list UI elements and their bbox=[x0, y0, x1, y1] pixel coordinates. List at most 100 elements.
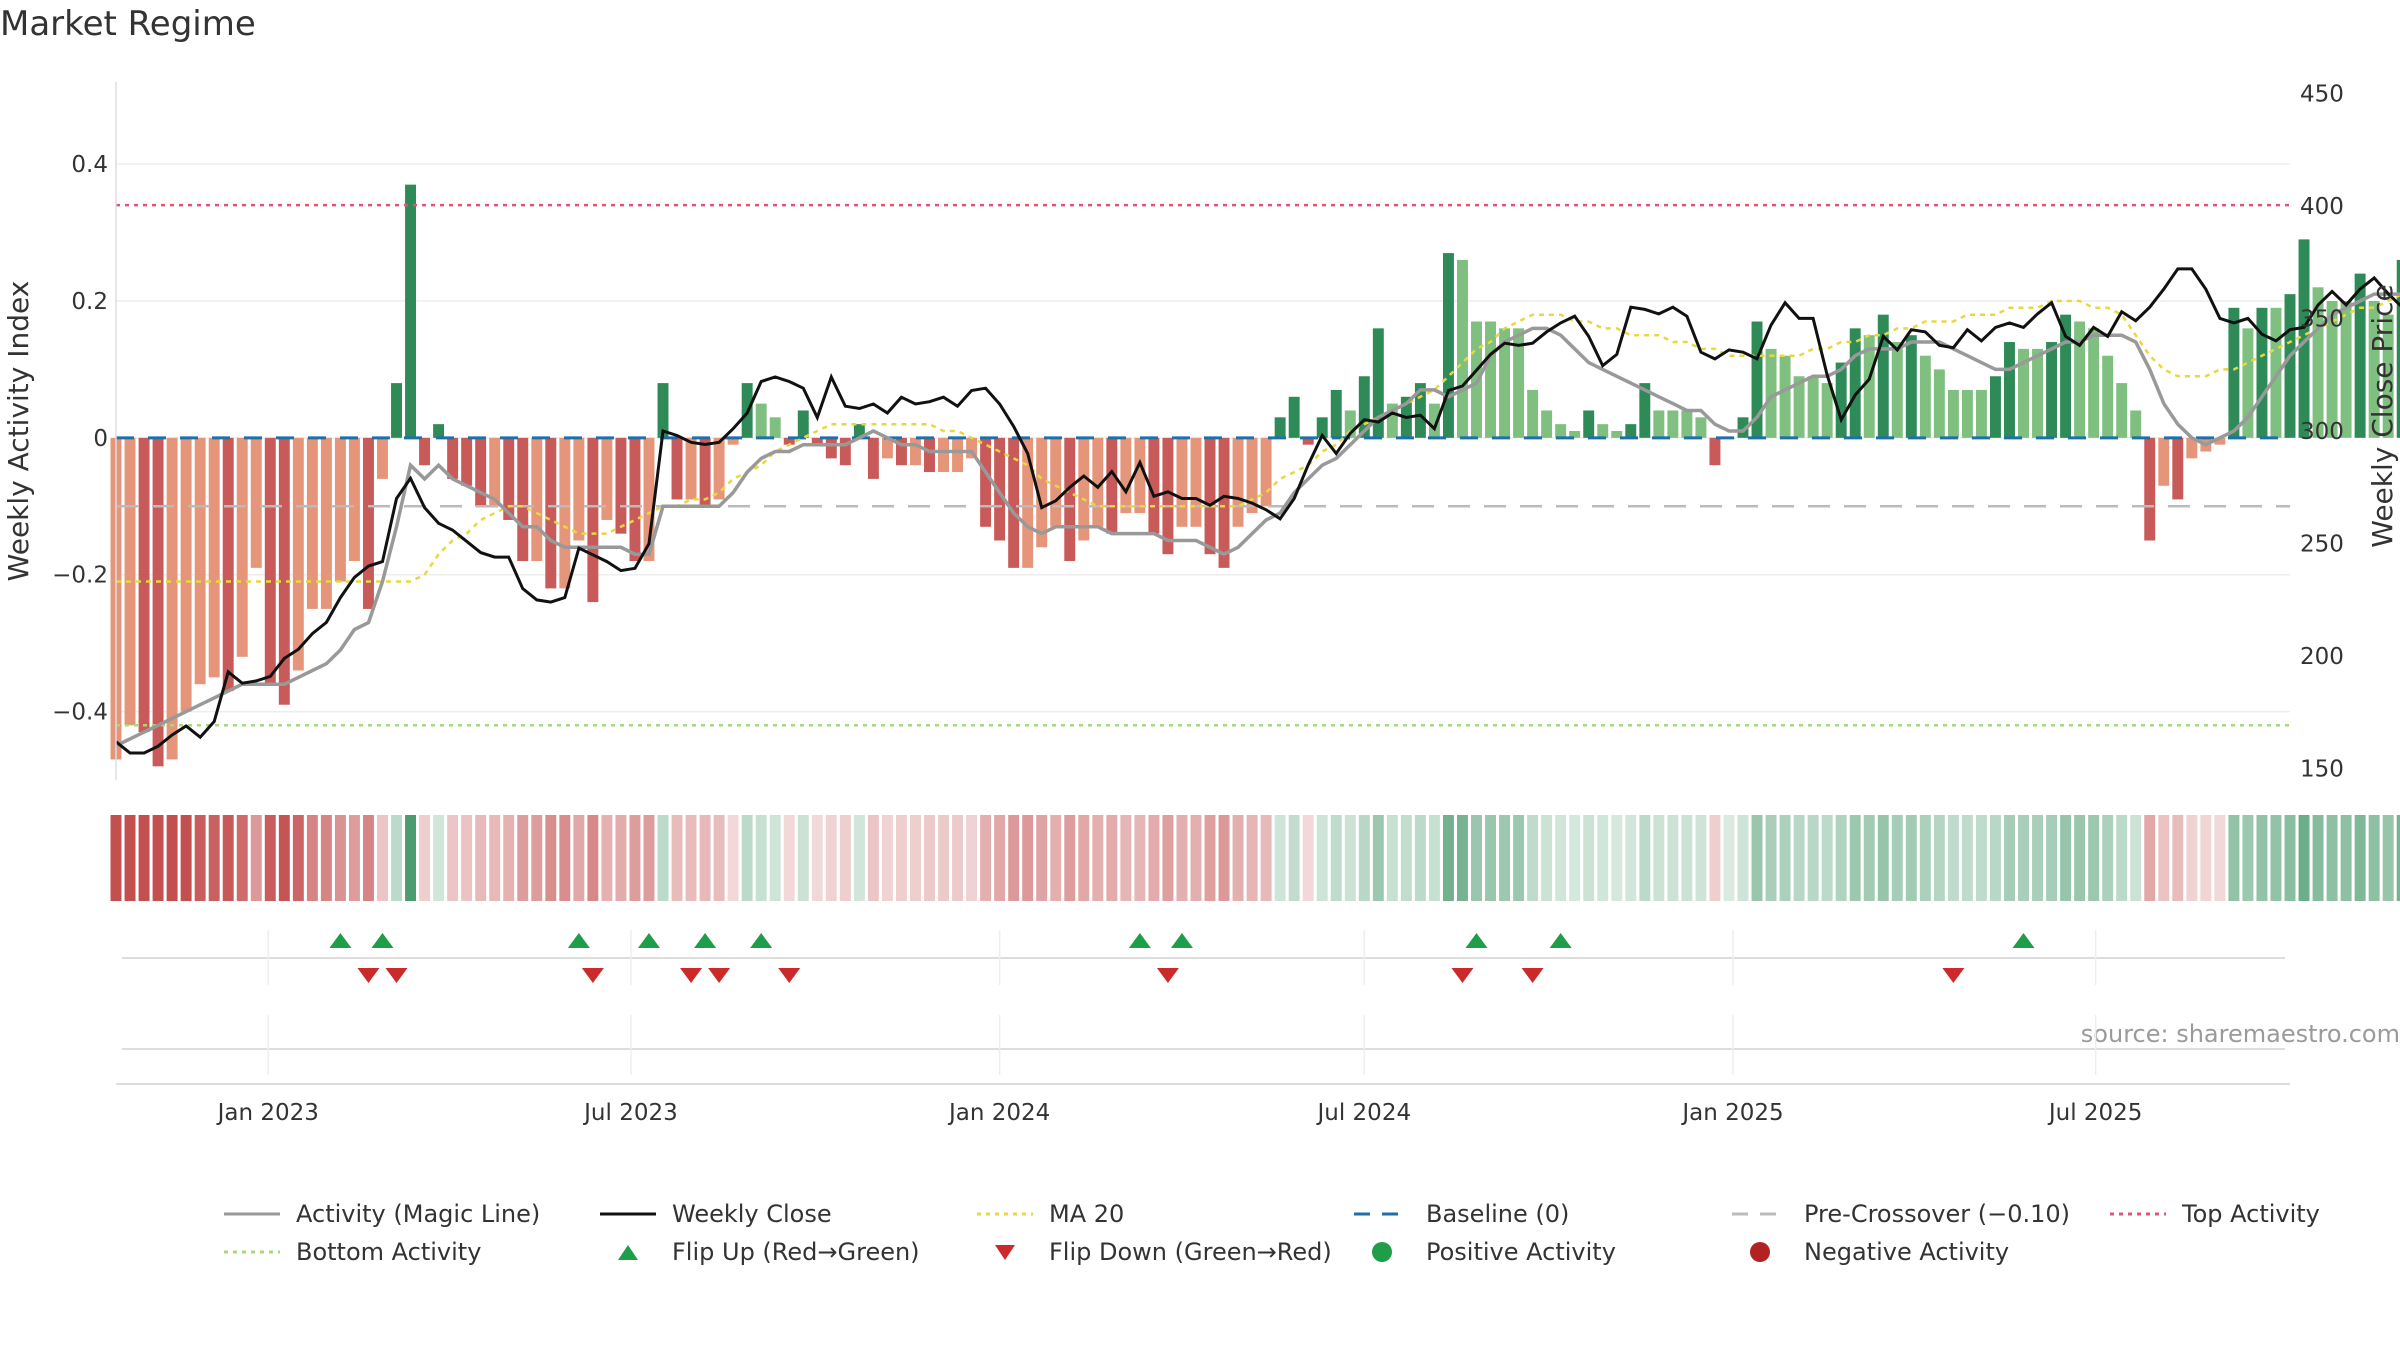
regime-strip-cell bbox=[2172, 815, 2184, 901]
activity-bar bbox=[881, 437, 893, 459]
activity-bar bbox=[1260, 437, 1272, 507]
regime-strip-cell bbox=[1022, 815, 1034, 901]
regime-strip-cell bbox=[783, 815, 795, 901]
activity-bar bbox=[1863, 335, 1875, 438]
regime-strip-cell bbox=[2396, 815, 2400, 901]
regime-strip-cell bbox=[1695, 815, 1707, 901]
regime-strip bbox=[110, 815, 2400, 901]
activity-bar bbox=[727, 437, 739, 445]
activity-bar bbox=[1919, 355, 1931, 438]
activity-bar bbox=[2032, 348, 2044, 438]
activity-bar bbox=[755, 403, 767, 438]
activity-bar bbox=[643, 437, 655, 562]
regime-strip-cell bbox=[853, 815, 865, 901]
activity-bar bbox=[433, 424, 445, 438]
regime-strip-cell bbox=[433, 815, 445, 901]
activity-bar bbox=[461, 437, 473, 486]
regime-strip-cell bbox=[264, 815, 276, 901]
y-tick-label: −0.2 bbox=[52, 563, 108, 589]
regime-strip-cell bbox=[1471, 815, 1482, 901]
regime-strip-cell bbox=[1947, 815, 1959, 901]
legend-item: Pre-Crossover (−0.10) bbox=[1730, 1195, 2070, 1233]
regime-strip-cell bbox=[1933, 815, 1945, 901]
source-credit: source: sharemaestro.com bbox=[2080, 1020, 2400, 1048]
regime-strip-cell bbox=[362, 815, 374, 901]
regime-strip-cell bbox=[1148, 815, 1160, 901]
legend-label: Flip Up (Red→Green) bbox=[672, 1238, 920, 1266]
regime-strip-cell bbox=[2144, 815, 2156, 901]
regime-strip-cell bbox=[755, 815, 767, 901]
activity-bar bbox=[1639, 383, 1651, 438]
regime-strip-cell bbox=[2312, 815, 2324, 901]
regime-strip-cell bbox=[2088, 815, 2100, 901]
flip-up-marker bbox=[694, 933, 717, 948]
legend-swatch bbox=[1354, 1212, 1410, 1216]
regime-strip-cell bbox=[657, 815, 669, 901]
regime-strip-cell bbox=[110, 815, 122, 901]
activity-bar bbox=[1120, 437, 1132, 514]
flip-up-marker bbox=[1549, 933, 1572, 948]
activity-bar bbox=[2228, 307, 2240, 438]
regime-strip-cell bbox=[1723, 815, 1735, 901]
activity-bar bbox=[334, 437, 346, 582]
regime-strip-cell bbox=[461, 815, 473, 901]
flip-up-marker bbox=[371, 933, 394, 948]
activity-bar bbox=[1358, 376, 1370, 438]
activity-bar bbox=[2354, 273, 2366, 438]
regime-strip-cell bbox=[1555, 815, 1567, 901]
y-tick-label: −0.4 bbox=[52, 700, 108, 726]
activity-bar bbox=[2340, 300, 2352, 438]
regime-strip-cell bbox=[2340, 815, 2352, 901]
activity-bar bbox=[2144, 437, 2156, 541]
activity-bar bbox=[1302, 437, 1314, 445]
legend-label: Activity (Magic Line) bbox=[296, 1200, 541, 1228]
activity-bar bbox=[1653, 410, 1665, 438]
regime-strip-cell bbox=[1246, 815, 1258, 901]
flip-down-marker bbox=[385, 968, 408, 983]
activity-bar bbox=[306, 437, 318, 609]
legend-label: Flip Down (Green→Red) bbox=[1049, 1238, 1332, 1266]
activity-bar bbox=[1961, 389, 1973, 438]
legend-swatch bbox=[600, 1212, 656, 1216]
regime-strip-cell bbox=[769, 815, 781, 901]
activity-bar bbox=[517, 437, 529, 562]
regime-strip-cell bbox=[2032, 815, 2044, 901]
regime-strip-cell bbox=[2060, 815, 2072, 901]
regime-strip-cell bbox=[2018, 815, 2029, 901]
regime-strip-cell bbox=[1092, 815, 1104, 901]
legend-item: Flip Up (Red→Green) bbox=[598, 1233, 920, 1271]
activity-bar bbox=[994, 437, 1006, 541]
flip-down-marker bbox=[1521, 968, 1544, 983]
activity-bar bbox=[2060, 314, 2072, 438]
y2-tick-label: 300 bbox=[2300, 419, 2344, 445]
activity-bar bbox=[138, 437, 150, 733]
regime-strip-cell bbox=[2382, 815, 2394, 901]
flip-up-marker bbox=[2012, 933, 2035, 948]
regime-strip-cell bbox=[278, 815, 290, 901]
regime-strip-cell bbox=[1232, 815, 1244, 901]
activity-bar bbox=[250, 437, 262, 568]
regime-strip-cell bbox=[1653, 815, 1665, 901]
activity-bar bbox=[1681, 410, 1693, 438]
activity-bar bbox=[1428, 403, 1440, 438]
activity-bar bbox=[1569, 431, 1581, 438]
regime-strip-cell bbox=[615, 815, 627, 901]
regime-strip-cell bbox=[1863, 815, 1875, 901]
chart-title: Market Regime bbox=[0, 4, 256, 44]
regime-strip-cell bbox=[938, 815, 949, 901]
regime-strip-cell bbox=[531, 815, 543, 901]
regime-strip-cell bbox=[419, 815, 431, 901]
activity-bar bbox=[1036, 437, 1048, 548]
regime-strip-cell bbox=[2116, 815, 2128, 901]
regime-strip-cell bbox=[1078, 815, 1090, 901]
regime-strip-cell bbox=[2102, 815, 2114, 901]
activity-bar bbox=[1485, 321, 1496, 438]
y-tick-label: 0.4 bbox=[71, 152, 108, 178]
activity-bar bbox=[264, 437, 276, 685]
regime-strip-cell bbox=[1709, 815, 1721, 901]
regime-strip-cell bbox=[1302, 815, 1314, 901]
regime-strip-cell bbox=[1190, 815, 1202, 901]
regime-strip-cell bbox=[138, 815, 150, 901]
regime-strip-cell bbox=[825, 815, 837, 901]
activity-bar bbox=[1751, 321, 1763, 438]
